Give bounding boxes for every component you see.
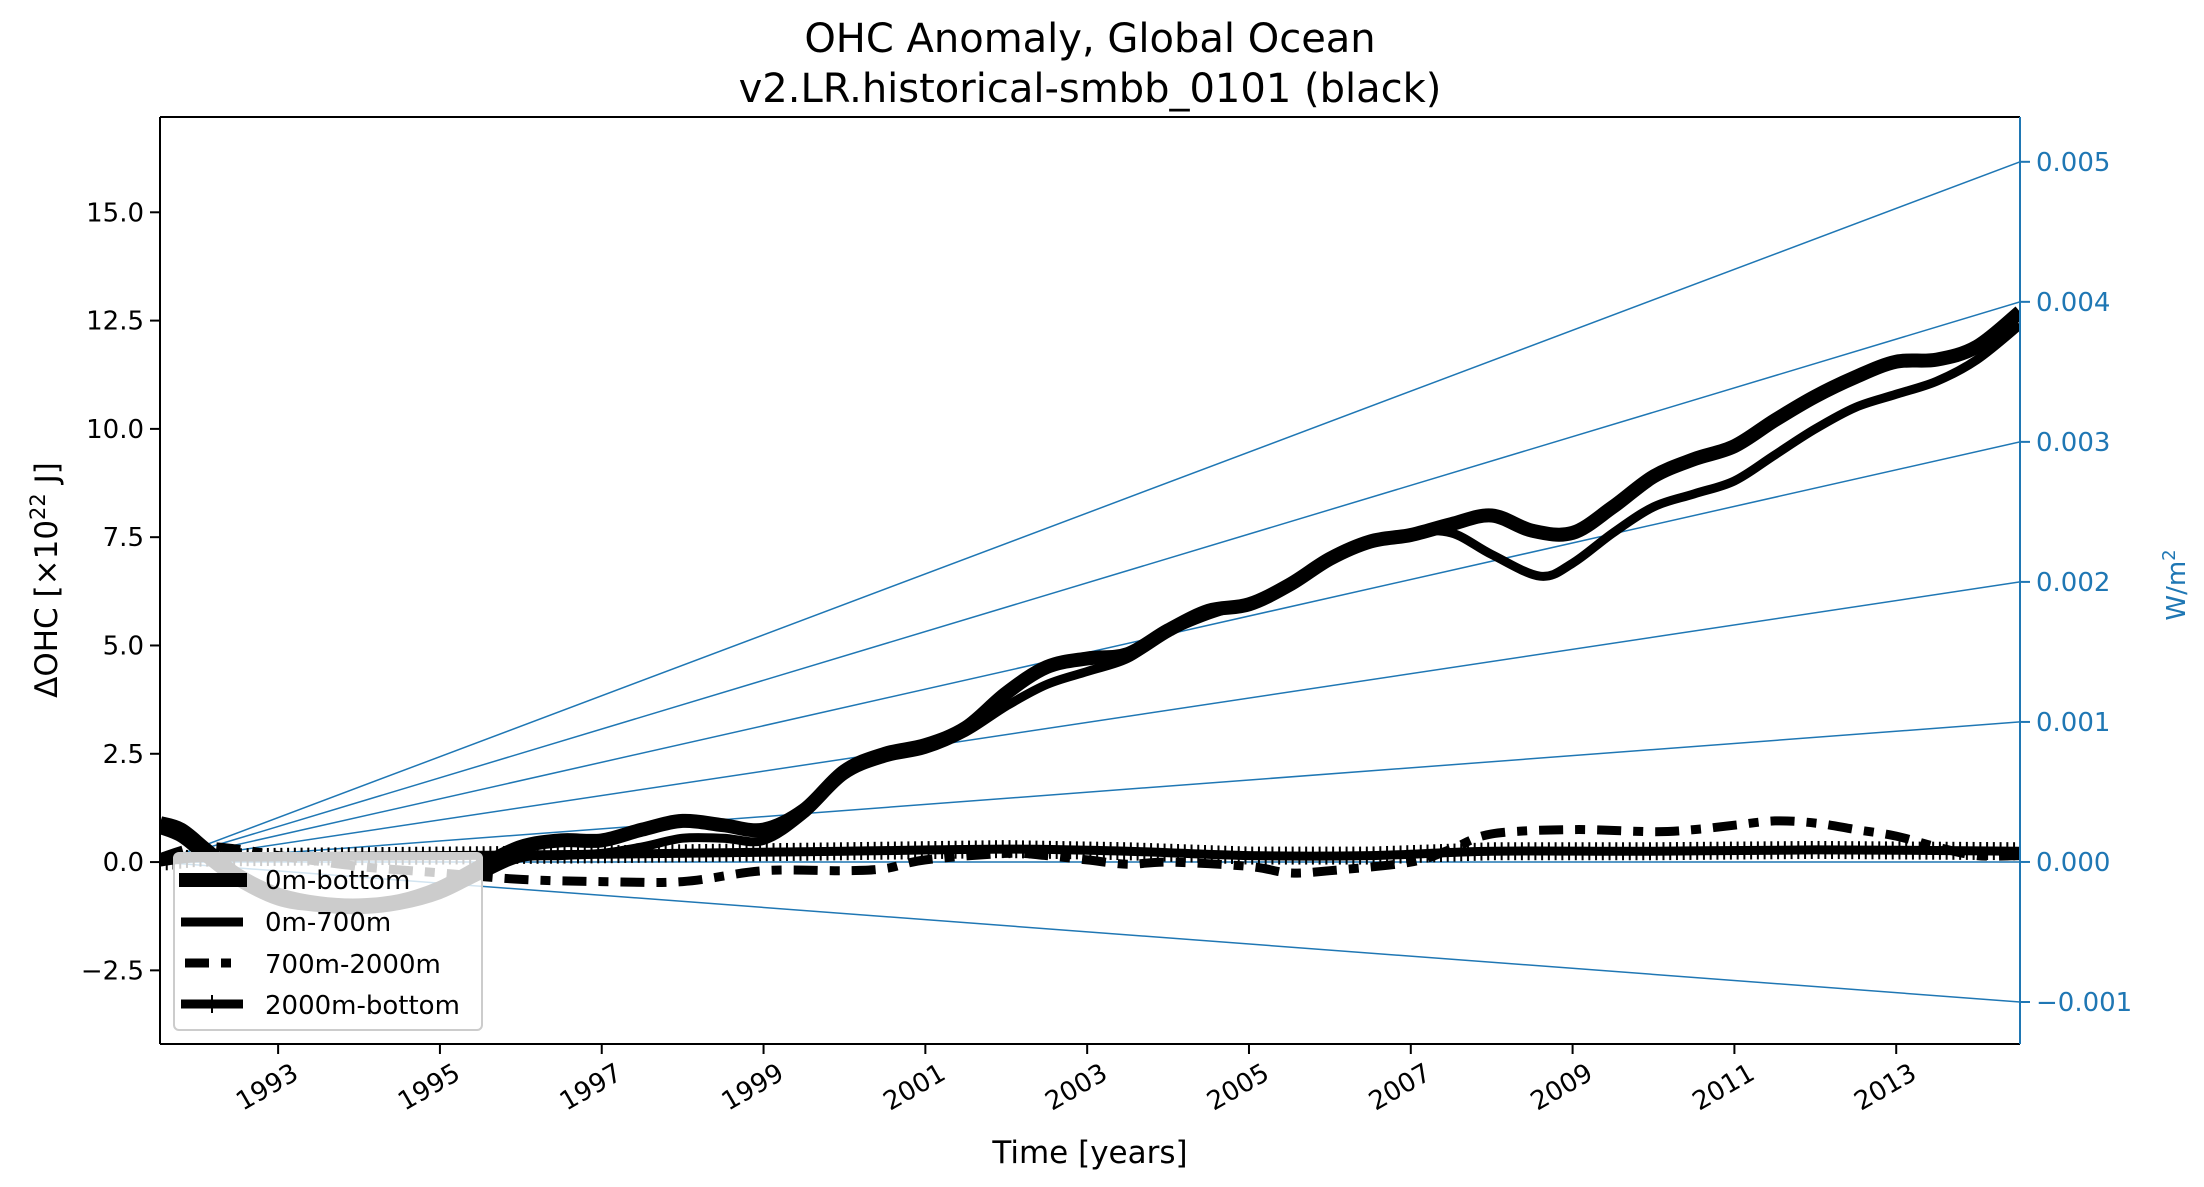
y2-tick-label: 0.002 — [2036, 568, 2110, 598]
legend-item-0m-700m: 0m-700m — [181, 908, 391, 938]
x-tick-label: 1995 — [393, 1058, 465, 1117]
y2-tick-label: 0.004 — [2036, 288, 2110, 318]
y-tick-label: 12.5 — [86, 307, 144, 337]
x-tick-label: 2001 — [879, 1058, 951, 1117]
x-tick-label: 2007 — [1364, 1058, 1436, 1117]
x-tick-label: 1993 — [231, 1058, 303, 1117]
y2-axis-label-main: W/m — [2162, 561, 2192, 621]
y2-tick-label: 0.005 — [2036, 148, 2110, 178]
legend-item-700m-2000m: 700m-2000m — [185, 950, 441, 980]
legend-frame — [173, 852, 483, 1031]
y-axis-label-tail: J] — [29, 462, 65, 493]
y-tick-label: 10.0 — [86, 415, 144, 445]
y2-tick-label: 0.001 — [2036, 708, 2110, 738]
reference-line-0.001 — [160, 721, 2020, 863]
y-tick-label: 0.0 — [103, 848, 144, 878]
legend-label-700m-2000m: 700m-2000m — [265, 950, 441, 980]
legend-item-0m-bottom: 0m-bottom — [179, 866, 410, 896]
y2-axis-label-sup: 2 — [2159, 549, 2180, 560]
x-tick-label: 1997 — [555, 1058, 627, 1117]
x-tick-label: 1999 — [717, 1058, 789, 1117]
y-axis-ticks: −2.5 0.0 2.5 5.0 7.5 10.0 12.5 15.0 — [81, 198, 160, 986]
reference-line-0.002 — [160, 581, 2020, 863]
chart-title: OHC Anomaly, Global Ocean — [804, 16, 1375, 62]
x-tick-label: 2009 — [1526, 1058, 1598, 1117]
legend-label-0m-bottom: 0m-bottom — [265, 866, 410, 896]
y2-tick-label: −0.001 — [2036, 988, 2132, 1018]
chart-subtitle: v2.LR.historical-smbb_0101 (black) — [739, 66, 1442, 112]
y2-tick-label: 0.000 — [2036, 848, 2110, 878]
reference-line-0.004 — [160, 301, 2020, 863]
legend-item-2000m-bottom: 2000m-bottom — [181, 991, 460, 1021]
y-tick-label: −2.5 — [81, 956, 144, 986]
y2-tick-label: 0.003 — [2036, 428, 2110, 458]
x-tick-label: 2013 — [1849, 1058, 1921, 1117]
y-tick-label: 2.5 — [103, 740, 144, 770]
legend-label-0m-700m: 0m-700m — [265, 908, 391, 938]
y-axis-label: ΔOHC [×1022 J] — [26, 462, 65, 698]
y-tick-label: 7.5 — [103, 523, 144, 553]
y2-axis-label: W/m2 — [2159, 549, 2192, 620]
reference-line-0.005 — [160, 161, 2020, 863]
x-axis-ticks: 1993 1995 1997 1999 2001 2003 2005 2007 2009 2011… — [231, 1044, 1922, 1117]
legend-label-2000m-bottom: 2000m-bottom — [265, 991, 460, 1021]
y2-axis-ticks: −0.001 0.000 0.001 0.002 0.003 0.004 0.005 — [2020, 148, 2132, 1018]
x-tick-label: 2003 — [1040, 1058, 1112, 1117]
legend: 0m-bottom 0m-700m 700m-2000m 2000m-botto… — [173, 852, 483, 1031]
y-axis-label-sup: 22 — [26, 493, 50, 520]
y-axis-label-main: ΔOHC [×10 — [29, 520, 65, 698]
x-tick-label: 2011 — [1688, 1058, 1760, 1117]
y-tick-label: 15.0 — [86, 198, 144, 228]
x-tick-label: 2005 — [1202, 1058, 1274, 1117]
y-tick-label: 5.0 — [103, 631, 144, 661]
x-axis-label: Time [years] — [991, 1135, 1187, 1171]
